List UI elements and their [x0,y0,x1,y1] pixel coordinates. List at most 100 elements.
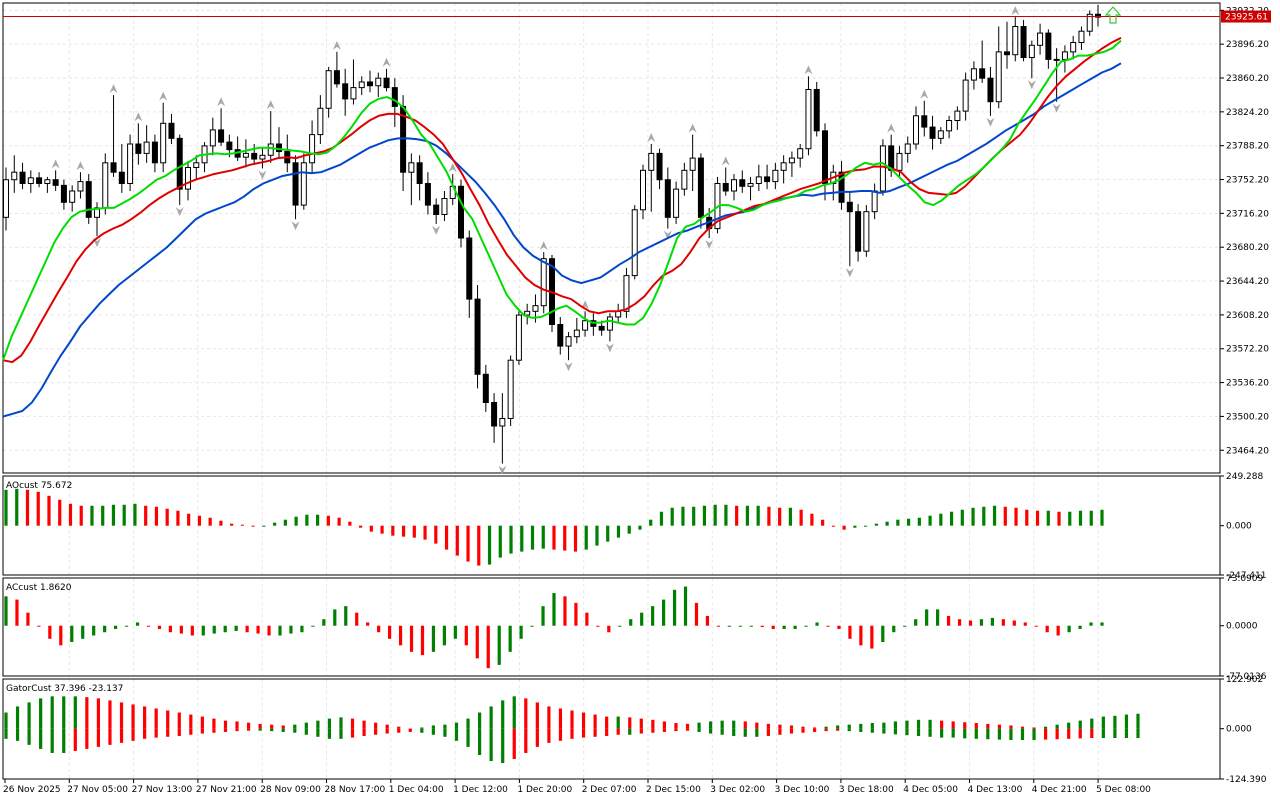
candle-body [482,373,489,403]
ao-histogram-bar [724,504,728,526]
gator-upper-bar [558,708,563,729]
candle-body [557,323,564,347]
ao-histogram-bar [595,525,599,546]
candle-body [474,298,481,375]
candle-body [507,359,514,419]
gator-upper-bar [316,720,320,729]
gator-upper-bar [466,718,470,729]
gator-upper-bar [212,718,216,729]
candle-body [391,87,398,107]
candle-body [540,258,547,307]
ao-histogram-bar [15,488,19,526]
ac-histogram-bar [925,609,929,626]
ao-histogram-bar [273,522,277,526]
ac-histogram-bar [771,625,775,629]
gator-lower-bar [454,728,459,741]
ac-histogram-bar [26,612,30,626]
candle-body [276,143,282,153]
gator-lower-bar [119,728,124,743]
fractal-up-marker [76,161,85,171]
ao-histogram-bar [90,505,94,526]
gator-lower-bar [39,728,43,749]
candle-body [1070,41,1077,53]
ac-histogram-bar [683,586,688,626]
ac-histogram-bar [409,625,414,652]
candle-body [515,314,522,361]
gator-lower-bar [15,728,20,741]
ao-histogram-bar [541,525,545,549]
ac-histogram-bar [596,625,600,627]
ao-histogram-bar [616,525,621,538]
price-tick-label: 23500.20 [1226,412,1269,422]
ao-histogram-bar [68,503,73,526]
ac-histogram-bar [486,625,490,669]
gator-lower-bar [824,728,828,732]
gator-upper-bar [327,718,332,729]
fractal-up-marker [109,84,118,94]
ac-tick-label: 0.0000 [1226,622,1258,632]
ao-histogram-bar [1014,507,1018,526]
price-tick-label: 23716.20 [1226,209,1269,219]
ac-histogram-bar [607,625,611,633]
candle-body [805,88,812,150]
time-tick-label: 1 Dec 12:00 [453,785,508,795]
gator-upper-bar [905,720,909,729]
gator-lower-bar [85,728,89,749]
ao-histogram-bar [949,511,954,526]
gator-lower-bar [639,728,643,734]
ac-histogram-bar [267,625,271,636]
gator-panel-label: GatorCust 37.396 -23.137 [6,684,123,694]
candle-body [722,182,729,192]
ao-histogram-bar [563,525,567,551]
ac-histogram-bar [979,619,984,626]
ac-histogram-bar [990,617,994,626]
gator-lower-bar [131,728,135,741]
fractal-up-marker [721,156,730,166]
gator-upper-bar [420,727,424,729]
gator-lower-bar [143,728,147,739]
price-tick-label: 23680.20 [1226,243,1269,253]
ac-histogram-bar [48,625,52,639]
gator-upper-bar [293,724,297,729]
gator-lower-bar [431,728,435,735]
ac-histogram-bar [453,625,457,639]
candle-body [416,162,423,184]
candle-body [954,110,961,121]
candle-body [697,157,704,218]
time-tick-label: 5 Dec 08:00 [1096,785,1151,795]
candle-body [995,51,1002,103]
ac-histogram-bar [716,625,720,627]
price-tick-label: 23536.20 [1226,379,1269,389]
candle-body [491,402,498,427]
candle-body [1045,32,1052,60]
price-tick-label: 23644.20 [1226,277,1269,287]
gator-upper-bar [605,716,609,729]
candle-body [631,209,638,277]
ao-histogram-bar [444,525,449,550]
ao-histogram-bar [821,519,825,526]
gator-upper-bar [824,726,828,729]
ac-panel-label: ACcust 1.8620 [6,583,72,593]
gator-lower-bar [674,728,678,732]
ac-tick-label: -77.0136 [1226,672,1267,682]
gator-upper-bar [397,726,401,729]
gator-upper-bar [1136,713,1140,729]
ac-histogram-bar [103,625,107,633]
candle-body [358,81,365,89]
gator-upper-bar [847,724,851,729]
ao-histogram-bar [778,507,782,526]
fractal-down-marker [432,225,441,235]
gator-lower-bar [1067,728,1071,739]
fractal-up-marker [539,241,548,251]
gator-lower-bar [928,728,932,737]
gator-upper-bar [50,696,54,729]
ao-histogram-bar [1089,510,1093,526]
candle-body [300,162,307,206]
candle-body [151,141,158,164]
gator-upper-bar [697,722,701,729]
time-tick-label: 4 Dec 13:00 [968,785,1023,795]
gator-lower-bar [96,728,101,747]
fractal-up-marker [448,163,457,173]
